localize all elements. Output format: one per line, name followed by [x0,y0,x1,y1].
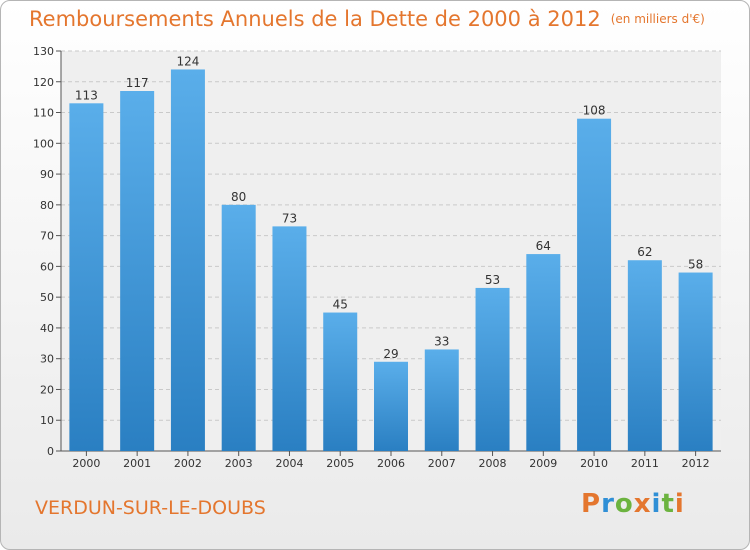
x-tick-label-2002: 2002 [174,457,202,470]
x-tick-label-2009: 2009 [529,457,557,470]
y-tick-label: 30 [40,353,54,366]
logo-letter: i [651,489,662,519]
x-tick-label-2008: 2008 [479,457,507,470]
logo-letter: o [614,489,634,519]
y-tick-label: 110 [33,107,54,120]
town-name: VERDUN-SUR-LE-DOUBS [35,497,266,519]
chart-title-text: Remboursements Annuels de la Dette de 20… [29,7,601,31]
data-label-2012: 58 [688,258,703,272]
x-tick-label-2000: 2000 [72,457,100,470]
data-label-2003: 80 [231,190,246,204]
bar-2007 [424,349,459,451]
x-tick-label-2003: 2003 [225,457,253,470]
bar-2012 [678,272,713,451]
bar-2002 [170,69,205,451]
chart-unit-label: (en milliers d'€) [610,12,705,26]
y-tick-label: 120 [33,76,54,89]
y-tick-label: 20 [40,383,54,396]
y-tick-label: 10 [40,414,54,427]
logo-letter: r [601,489,615,519]
chart-title: Remboursements Annuels de la Dette de 20… [29,7,705,31]
y-tick-label: 60 [40,260,54,273]
data-label-2004: 73 [282,211,297,225]
data-label-2008: 53 [485,273,500,287]
logo-letter: P [581,489,602,519]
bar-2005 [323,312,358,451]
logo-letter: x [633,489,652,519]
y-tick-label: 70 [40,230,54,243]
y-tick-label: 100 [33,137,54,150]
x-tick-label-2005: 2005 [326,457,354,470]
bar-2010 [577,118,612,451]
data-label-2011: 62 [637,245,652,259]
proxiti-logo: Proxiti [581,489,685,519]
data-label-2010: 108 [583,104,606,118]
x-tick-label-2011: 2011 [631,457,659,470]
y-tick-label: 40 [40,322,54,335]
data-label-2009: 64 [536,239,551,253]
x-tick-label-2006: 2006 [377,457,405,470]
data-label-2006: 29 [383,347,398,361]
x-tick-label-2007: 2007 [428,457,456,470]
data-label-2001: 117 [126,76,149,90]
logo-letter: t [661,489,675,519]
data-label-2007: 33 [434,334,449,348]
data-label-2005: 45 [333,298,348,312]
y-tick-label: 80 [40,199,54,212]
bar-2006 [374,361,408,451]
bar-2011 [627,260,662,451]
y-tick-label: 0 [47,445,54,458]
bar-2008 [475,287,510,451]
x-tick-label-2004: 2004 [275,457,303,470]
x-tick-label-2012: 2012 [682,457,710,470]
bar-2003 [221,204,256,451]
bar-2009 [526,254,561,451]
data-label-2000: 113 [75,88,98,102]
logo-letter: i [674,489,685,519]
bar-2000 [69,103,104,452]
bar-2001 [120,91,155,451]
data-label-2002: 124 [176,54,199,68]
y-tick-label: 90 [40,168,54,181]
y-tick-label: 50 [40,291,54,304]
bar-2004 [272,226,307,451]
x-tick-label-2010: 2010 [580,457,608,470]
y-tick-label: 130 [33,45,54,58]
x-tick-label-2001: 2001 [123,457,151,470]
